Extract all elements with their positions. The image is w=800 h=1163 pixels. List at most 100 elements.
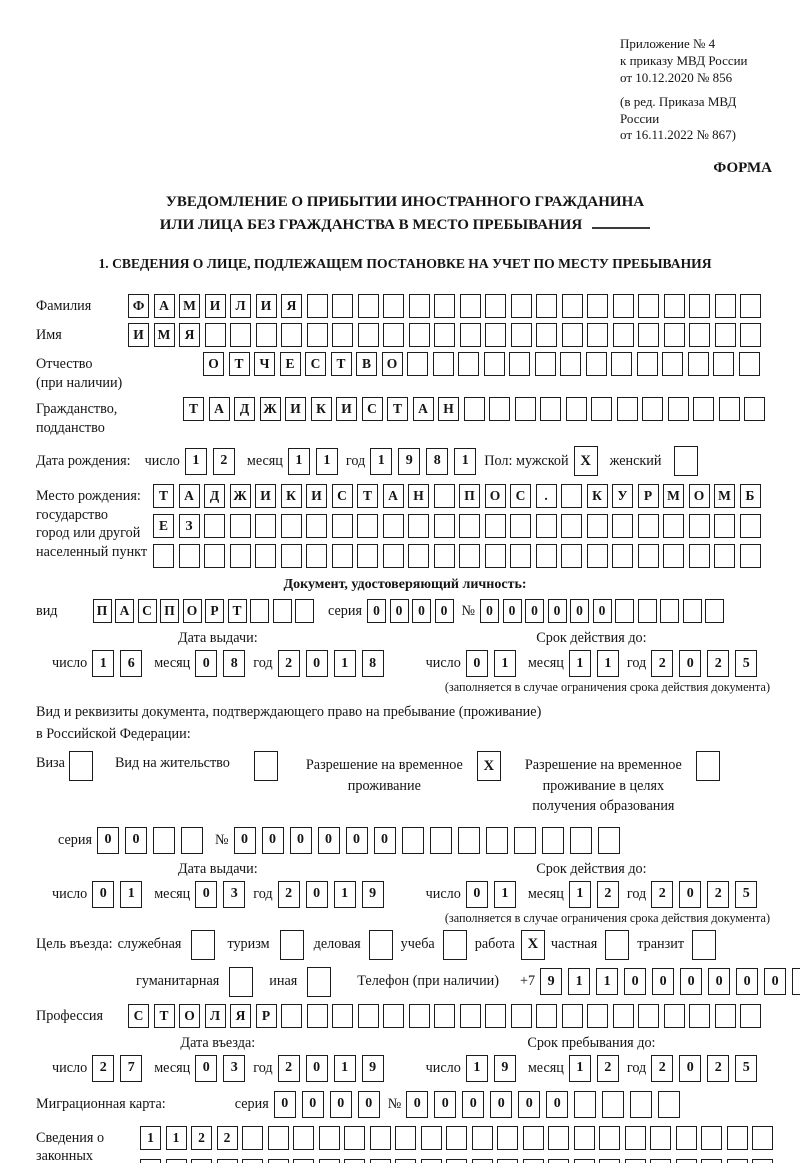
char-cell[interactable]: М (153, 323, 175, 348)
char-cell[interactable] (369, 1125, 391, 1150)
char-cell[interactable] (536, 1003, 557, 1028)
char-cell[interactable]: 1 (454, 447, 477, 475)
char-cell[interactable]: 0 (679, 880, 702, 908)
char-cell[interactable] (615, 599, 635, 624)
gender-male-checkbox[interactable]: X (573, 446, 598, 477)
char-cell[interactable]: 2 (216, 1125, 238, 1150)
char-cell[interactable]: . (535, 484, 557, 509)
char-cell[interactable] (548, 1158, 569, 1163)
char-cell[interactable] (630, 1090, 653, 1118)
char-cell[interactable] (459, 1003, 481, 1028)
char-cell[interactable]: 0 (195, 880, 218, 908)
char-cell[interactable] (178, 544, 200, 569)
char-cell[interactable] (510, 544, 531, 569)
char-cell[interactable] (293, 1158, 314, 1163)
char-cell[interactable] (611, 352, 632, 377)
char-cell[interactable]: И (285, 397, 306, 422)
char-cell[interactable] (318, 1125, 340, 1150)
char-cell[interactable] (740, 294, 761, 319)
char-cell[interactable] (255, 323, 277, 348)
char-cell[interactable] (565, 397, 587, 422)
char-cell[interactable] (510, 1003, 532, 1028)
char-cell[interactable]: 0 (317, 826, 340, 854)
char-cell[interactable] (642, 397, 663, 422)
char-cell[interactable]: 1 (315, 447, 338, 475)
char-cell[interactable] (255, 514, 276, 539)
char-cell[interactable]: 2 (191, 1125, 212, 1150)
char-cell[interactable]: 0 (679, 650, 702, 678)
char-cell[interactable]: 2 (651, 880, 674, 908)
char-cell[interactable] (331, 544, 353, 569)
char-cell[interactable]: 0 (434, 1090, 457, 1118)
char-cell[interactable] (344, 1125, 365, 1150)
char-cell[interactable] (180, 826, 203, 854)
char-cell[interactable] (740, 323, 761, 348)
char-cell[interactable] (408, 294, 430, 319)
char-cell[interactable] (739, 544, 761, 569)
char-cell[interactable]: 9 (361, 880, 384, 908)
char-cell[interactable] (306, 544, 327, 569)
char-cell[interactable] (689, 294, 710, 319)
char-cell[interactable] (689, 1003, 710, 1028)
char-cell[interactable] (650, 1158, 671, 1163)
char-cell[interactable]: 2 (277, 880, 300, 908)
char-cell[interactable]: Ж (259, 397, 281, 422)
char-cell[interactable] (660, 599, 680, 624)
char-cell[interactable] (560, 352, 581, 377)
char-cell[interactable] (204, 323, 226, 348)
char-cell[interactable] (331, 514, 353, 539)
char-cell[interactable]: К (310, 397, 332, 422)
char-cell[interactable] (401, 826, 424, 854)
char-cell[interactable]: 2 (707, 650, 730, 678)
char-cell[interactable] (687, 352, 709, 377)
char-cell[interactable]: 8 (223, 650, 246, 678)
temp-residence-checkbox[interactable]: X (476, 751, 501, 782)
char-cell[interactable]: С (361, 397, 383, 422)
char-cell[interactable] (637, 599, 657, 624)
char-cell[interactable] (573, 1125, 595, 1150)
char-cell[interactable]: Д (204, 484, 225, 509)
char-cell[interactable]: 0 (406, 1090, 429, 1118)
char-cell[interactable]: 2 (596, 1054, 619, 1082)
char-cell[interactable] (638, 294, 659, 319)
char-cell[interactable]: 1 (370, 447, 393, 475)
purpose-private-checkbox[interactable] (605, 929, 630, 960)
char-cell[interactable] (792, 968, 800, 996)
char-cell[interactable] (332, 1003, 353, 1028)
purpose-other-checkbox[interactable] (307, 966, 332, 997)
char-cell[interactable]: 1 (493, 880, 516, 908)
char-cell[interactable]: И (306, 484, 327, 509)
char-cell[interactable] (420, 1158, 442, 1163)
char-cell[interactable]: 0 (525, 599, 545, 624)
char-cell[interactable] (433, 514, 455, 539)
char-cell[interactable] (612, 323, 634, 348)
char-cell[interactable] (540, 397, 561, 422)
char-cell[interactable]: 3 (223, 880, 246, 908)
char-cell[interactable] (293, 1125, 314, 1150)
purpose-humanitarian-checkbox[interactable] (229, 966, 254, 997)
char-cell[interactable]: 1 (596, 968, 619, 996)
char-cell[interactable]: 2 (92, 1054, 115, 1082)
char-cell[interactable] (433, 484, 455, 509)
char-cell[interactable]: А (153, 294, 175, 319)
char-cell[interactable]: 1 (568, 650, 591, 678)
char-cell[interactable] (675, 1158, 697, 1163)
char-cell[interactable] (688, 514, 710, 539)
char-cell[interactable] (280, 514, 302, 539)
char-cell[interactable]: 0 (462, 1090, 485, 1118)
char-cell[interactable] (535, 514, 557, 539)
char-cell[interactable]: 1 (333, 1054, 356, 1082)
purpose-tourism-checkbox[interactable] (279, 929, 304, 960)
char-cell[interactable] (267, 1125, 289, 1150)
char-cell[interactable]: С (137, 599, 157, 624)
char-cell[interactable] (636, 352, 658, 377)
purpose-study-checkbox[interactable] (442, 929, 467, 960)
char-cell[interactable] (382, 544, 404, 569)
char-cell[interactable] (740, 1003, 761, 1028)
char-cell[interactable]: 9 (361, 1054, 384, 1082)
char-cell[interactable]: Т (153, 484, 174, 509)
char-cell[interactable] (752, 1158, 773, 1163)
char-cell[interactable]: О (203, 352, 224, 377)
char-cell[interactable] (229, 514, 251, 539)
char-cell[interactable]: Р (637, 484, 659, 509)
